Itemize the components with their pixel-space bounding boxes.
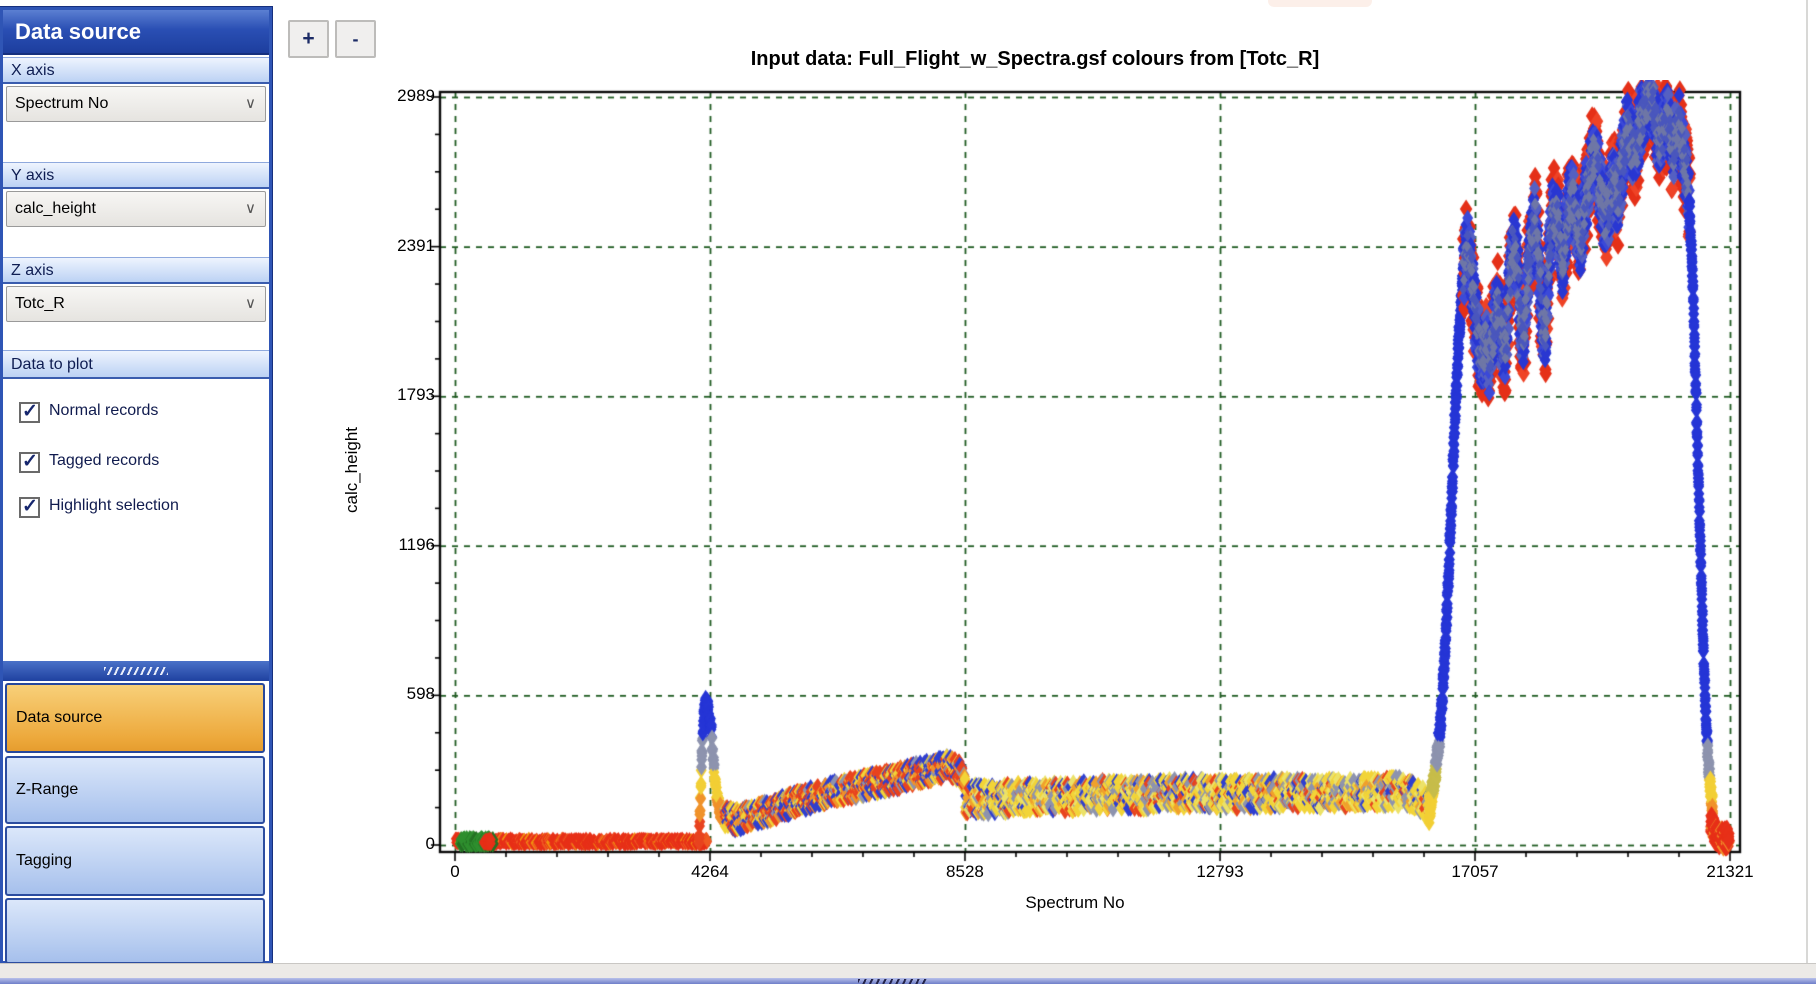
z-axis-section-label: Z axis [3, 257, 269, 284]
y-tick-label: 598 [406, 684, 435, 704]
data-to-plot-section-label: Data to plot [3, 350, 269, 379]
x-tick-label: 0 [450, 862, 460, 881]
chevron-down-icon: ∨ [245, 200, 256, 217]
zoom-in-button[interactable]: + [288, 20, 329, 58]
x-tick-label: 8528 [946, 862, 984, 881]
checkbox-row: ✓ Normal records [3, 398, 269, 432]
checkbox-row: ✓ Tagged records [3, 448, 269, 482]
y-tick-label: 1793 [397, 385, 435, 405]
checkbox-label: Normal records [49, 402, 159, 419]
chevron-down-icon: ∨ [245, 95, 256, 112]
panel-splitter-handle[interactable] [3, 661, 269, 681]
x-tick-label: 17057 [1451, 862, 1499, 881]
checkbox-normal-records[interactable]: ✓ [19, 401, 40, 423]
status-strip [0, 963, 1816, 978]
z-axis-dropdown[interactable]: Totc_R ∨ [6, 286, 266, 322]
y-axis-dropdown[interactable]: calc_height ∨ [6, 191, 266, 227]
window-right-border [1806, 0, 1808, 963]
checkbox-row: ✓ Highlight selection [3, 493, 269, 527]
x-axis-section-label: X axis [3, 57, 269, 84]
panel-tab-data-source[interactable]: Data source [5, 683, 265, 753]
zoom-out-button[interactable]: - [335, 20, 376, 58]
y-axis-label: calc_height [342, 426, 361, 514]
panel-title: Data source [3, 10, 269, 55]
x-tick-label: 12793 [1196, 862, 1244, 881]
plot-title: Input data: Full_Flight_w_Spectra.gsf co… [750, 48, 1320, 70]
x-axis-dropdown-value: Spectrum No [15, 95, 109, 112]
checkbox-tagged-records[interactable]: ✓ [19, 451, 40, 473]
x-axis-label: Spectrum No [1025, 893, 1125, 912]
panel-tab-tagging[interactable]: Tagging [5, 826, 265, 896]
checkbox-label: Tagged records [49, 452, 160, 469]
data-source-panel: Data source X axis Spectrum No ∨ Y axis … [0, 6, 273, 965]
checkmark-icon: ✓ [22, 451, 38, 472]
x-tick-label: 21321 [1706, 862, 1754, 881]
y-tick-label: 2989 [397, 86, 435, 105]
y-axis-section-label: Y axis [3, 162, 269, 189]
y-axis-dropdown-value: calc_height [15, 200, 96, 217]
checkmark-icon: ✓ [22, 401, 38, 422]
x-tick-label: 4264 [691, 862, 729, 881]
y-tick-label: 1196 [398, 534, 435, 554]
grip-dots-icon [858, 979, 928, 984]
y-tick-label: 2391 [397, 235, 435, 255]
checkbox-label: Highlight selection [49, 497, 179, 514]
checkmark-icon: ✓ [22, 496, 38, 517]
panel-tab-z-range[interactable]: Z-Range [5, 756, 265, 824]
z-axis-dropdown-value: Totc_R [15, 295, 65, 312]
chevron-down-icon: ∨ [245, 295, 256, 312]
background-window-edge [1268, 0, 1372, 7]
panel-tab-empty[interactable] [5, 898, 265, 964]
y-tick-label: 0 [425, 834, 435, 853]
grip-dots-icon [104, 667, 168, 675]
checkbox-highlight-selection[interactable]: ✓ [19, 496, 40, 518]
x-axis-dropdown[interactable]: Spectrum No ∨ [6, 86, 266, 122]
scatter-plot-canvas[interactable] [420, 80, 1765, 880]
